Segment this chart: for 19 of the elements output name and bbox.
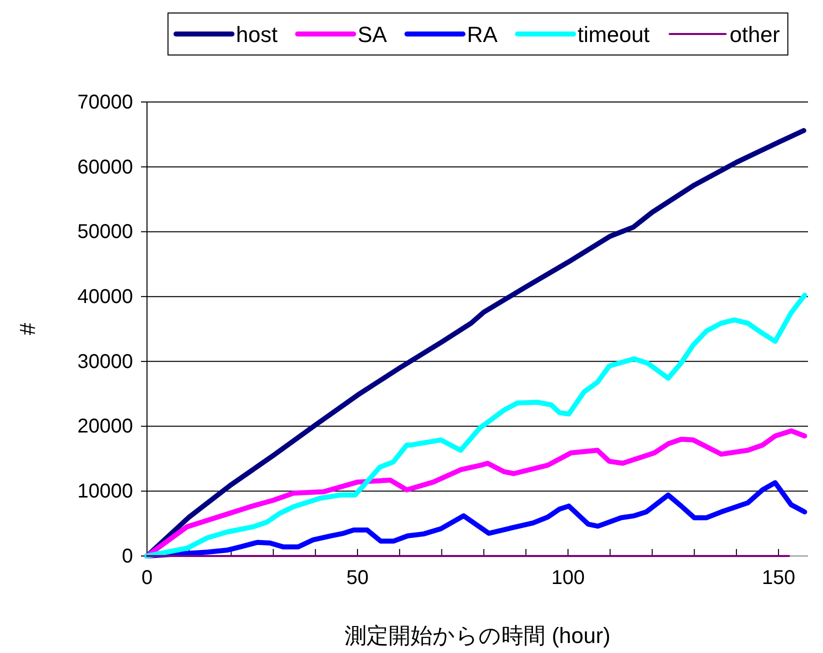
y-tick-label: 30000 [77,350,133,373]
x-tick-label: 0 [141,567,153,590]
y-tick-label: 70000 [77,91,133,114]
legend-label: SA [358,22,388,47]
y-tick-label: 40000 [77,286,133,308]
x-axis-title: 測定開始からの時間 (hour) [344,623,610,648]
y-tick-label: 10000 [77,480,133,503]
x-tick-label: 150 [762,567,796,590]
y-axis-title: # [15,322,40,336]
y-tick-label: 0 [122,545,133,568]
y-tick-label: 50000 [77,221,133,244]
y-tick-label: 60000 [77,156,133,178]
y-tick-label: 20000 [77,416,133,438]
legend-label: host [236,22,278,47]
x-tick-label: 100 [551,567,585,590]
legend-label: other [730,22,780,47]
legend-label: RA [466,22,498,47]
legend-label: timeout [578,22,650,47]
x-tick-label: 50 [346,567,369,590]
